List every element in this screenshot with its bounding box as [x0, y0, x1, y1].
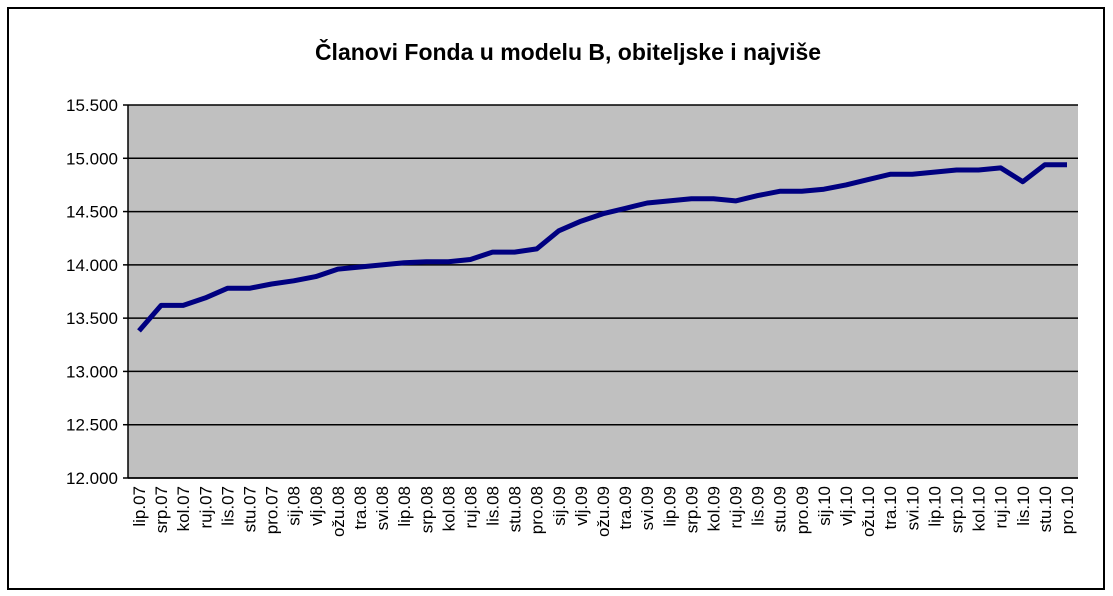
y-tick-label: 14.500 — [66, 203, 118, 222]
x-tick-label: stu.09 — [771, 486, 790, 532]
x-tick-label: srp.09 — [682, 486, 701, 533]
x-tick-label: lip.07 — [130, 486, 149, 527]
x-tick-label: srp.07 — [152, 486, 171, 533]
chart-title: Članovi Fonda u modelu B, obiteljske i n… — [315, 38, 821, 65]
x-tick-label: lip.08 — [395, 486, 414, 527]
x-tick-label: ruj.07 — [196, 486, 215, 529]
x-tick-label: vlj.08 — [307, 486, 326, 526]
x-tick-label: sij.08 — [285, 486, 304, 526]
x-tick-label: vlj.10 — [837, 486, 856, 526]
x-tick-label: pro.08 — [528, 486, 547, 534]
y-tick-label: 12.500 — [66, 416, 118, 435]
x-tick-label: svi.09 — [638, 486, 657, 530]
x-tick-label: lip.10 — [925, 486, 944, 527]
x-tick-label: sij.09 — [550, 486, 569, 526]
x-tick-label: tra.09 — [616, 486, 635, 529]
x-tick-label: lis.09 — [749, 486, 768, 526]
x-tick-label: ožu.09 — [594, 486, 613, 537]
x-tick-label: vlj.09 — [572, 486, 591, 526]
x-tick-label: tra.08 — [351, 486, 370, 529]
x-tick-label: kol.10 — [970, 486, 989, 531]
x-tick-label: ruj.10 — [992, 486, 1011, 529]
x-tick-label: lis.07 — [218, 486, 237, 526]
x-tick-label: srp.08 — [417, 486, 436, 533]
x-tick-label: lis.10 — [1014, 486, 1033, 526]
x-tick-label: stu.08 — [506, 486, 525, 532]
x-tick-label: kol.09 — [704, 486, 723, 531]
x-tick-label: ožu.08 — [329, 486, 348, 537]
x-tick-label: kol.07 — [174, 486, 193, 531]
y-tick-label: 14.000 — [66, 256, 118, 275]
x-tick-label: lis.08 — [484, 486, 503, 526]
x-tick-label: svi.08 — [373, 486, 392, 530]
x-tick-label: srp.10 — [947, 486, 966, 533]
x-tick-label: lip.09 — [660, 486, 679, 527]
x-tick-label: stu.10 — [1036, 486, 1055, 532]
plot-area — [128, 105, 1078, 478]
x-tick-label: ruj.09 — [727, 486, 746, 529]
data-line — [137, 162, 1067, 333]
x-tick-label: ožu.10 — [859, 486, 878, 537]
x-tick-label: kol.08 — [439, 486, 458, 531]
y-tick-label: 15.500 — [66, 96, 118, 115]
x-tick-label: tra.10 — [881, 486, 900, 529]
x-tick-label: pro.07 — [263, 486, 282, 534]
x-tick-label: pro.09 — [793, 486, 812, 534]
y-tick-label: 15.000 — [66, 149, 118, 168]
y-tick-label: 12.000 — [66, 469, 118, 488]
x-tick-label: ruj.08 — [461, 486, 480, 529]
x-tick-label: pro.10 — [1058, 486, 1077, 534]
y-tick-label: 13.000 — [66, 362, 118, 381]
x-tick-label: stu.07 — [241, 486, 260, 532]
x-tick-label: svi.10 — [903, 486, 922, 530]
x-tick-label: sij.10 — [815, 486, 834, 526]
y-tick-label: 13.500 — [66, 309, 118, 328]
